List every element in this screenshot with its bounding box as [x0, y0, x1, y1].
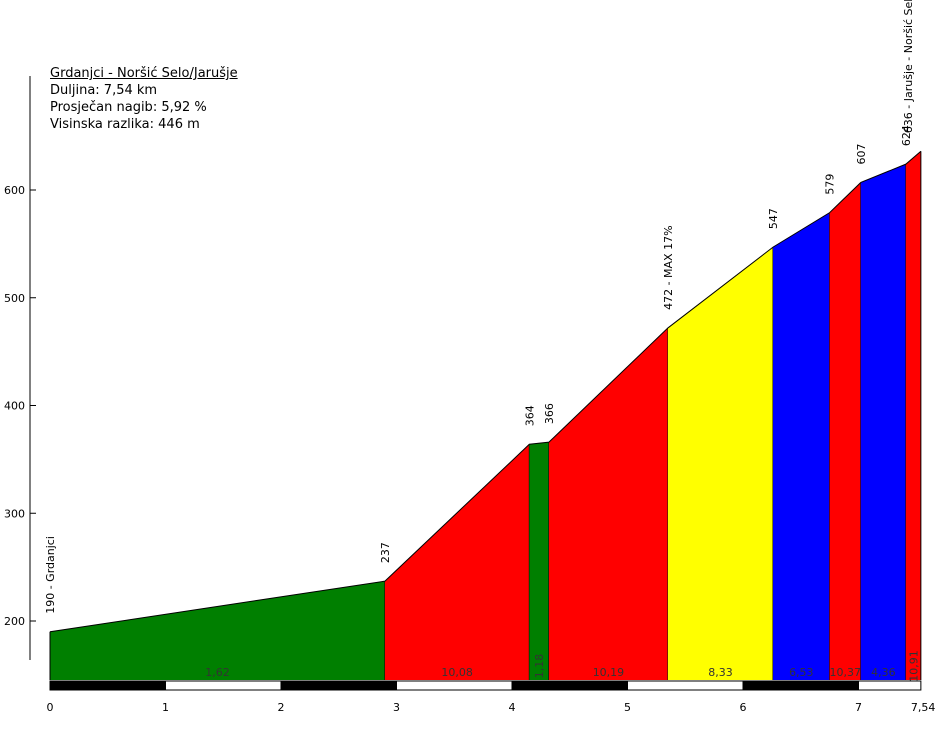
x-scale-bar-6	[742, 680, 859, 691]
x-tick-label-7: 7	[855, 701, 862, 714]
profile-length: Duljina: 7,54 km	[50, 83, 158, 98]
y-tick-label-2: 400	[4, 400, 25, 413]
profile-avg-grade: Prosječan nagib: 5,92 %	[50, 100, 207, 115]
x-scale-bar-4	[511, 680, 628, 691]
grade-label-3: 10,19	[593, 666, 625, 679]
x-tick-label-2: 2	[278, 701, 285, 714]
x-scale-bar-5	[627, 680, 744, 691]
grade-label-2: 1,18	[533, 654, 546, 679]
y-tick-label-1: 300	[4, 507, 25, 520]
x-scale-bar-7	[858, 680, 922, 691]
profile-segments	[49, 150, 922, 681]
point-label-4: 472 - MAX 17%	[662, 225, 675, 309]
segment-1	[384, 444, 530, 680]
grade-label-5: 6,53	[789, 666, 814, 679]
profile-title: Grdanjci - Noršić Selo/Jarušje	[50, 66, 238, 81]
grade-label-0: 1,62	[205, 666, 230, 679]
y-axis: 200 300 400 500 600	[4, 76, 36, 660]
grade-label-7: 4,36	[871, 666, 896, 679]
point-label-7: 607	[855, 143, 868, 164]
point-label-2: 364	[523, 405, 536, 426]
point-label-6: 579	[824, 174, 837, 195]
x-scale-bar-0	[49, 680, 166, 691]
x-tick-label-3: 3	[393, 701, 400, 714]
segment-3	[548, 327, 668, 680]
point-label-3: 366	[543, 403, 556, 424]
grade-labels: 1,62 10,08 1,18 10,19 8,33 6,53 10,37 4,36 10,91	[205, 650, 920, 682]
x-scale-bar-1	[165, 680, 282, 691]
profile-elev-diff: Visinska razlika: 446 m	[50, 117, 200, 132]
grade-label-6: 10,37	[829, 666, 861, 679]
segment-4	[667, 247, 774, 681]
point-label-9: 636 - Jarušje - Noršić Selo	[902, 0, 915, 133]
y-tick-label-4: 600	[4, 184, 25, 197]
segment-8	[905, 151, 921, 680]
grade-label-8: 10,91	[907, 650, 920, 682]
grade-label-1: 10,08	[441, 666, 473, 679]
segment-6	[829, 182, 861, 680]
x-tick-label-6: 6	[740, 701, 747, 714]
x-axis: 0 1 2 3 4 5 6 7 7,54	[47, 680, 936, 714]
y-tick-label-0: 200	[4, 615, 25, 628]
x-tick-label-4: 4	[509, 701, 516, 714]
x-scale-bar-3	[396, 680, 513, 691]
point-label-0: 190 - Grdanjci	[44, 536, 57, 614]
profile-outline	[49, 150, 922, 633]
segment-5	[773, 212, 830, 680]
x-tick-label-5: 5	[624, 701, 631, 714]
y-tick-label-3: 500	[4, 292, 25, 305]
point-labels: 190 - Grdanjci 237 364 366 472 - MAX 17% 547 5…	[44, 0, 915, 614]
segment-7	[860, 164, 906, 680]
x-tick-label-1: 1	[162, 701, 169, 714]
point-label-8: 624	[900, 125, 913, 146]
x-tick-label-0: 0	[47, 701, 54, 714]
x-tick-label-8: 7,54	[911, 701, 936, 714]
x-scale-bar-2	[280, 680, 397, 691]
segment-0	[50, 581, 385, 680]
point-label-1: 237	[379, 542, 392, 563]
segment-2	[529, 442, 549, 680]
profile-info: Grdanjci - Noršić Selo/Jarušje Duljina: …	[50, 65, 238, 133]
point-label-5: 547	[767, 208, 780, 229]
grade-label-4: 8,33	[708, 666, 733, 679]
